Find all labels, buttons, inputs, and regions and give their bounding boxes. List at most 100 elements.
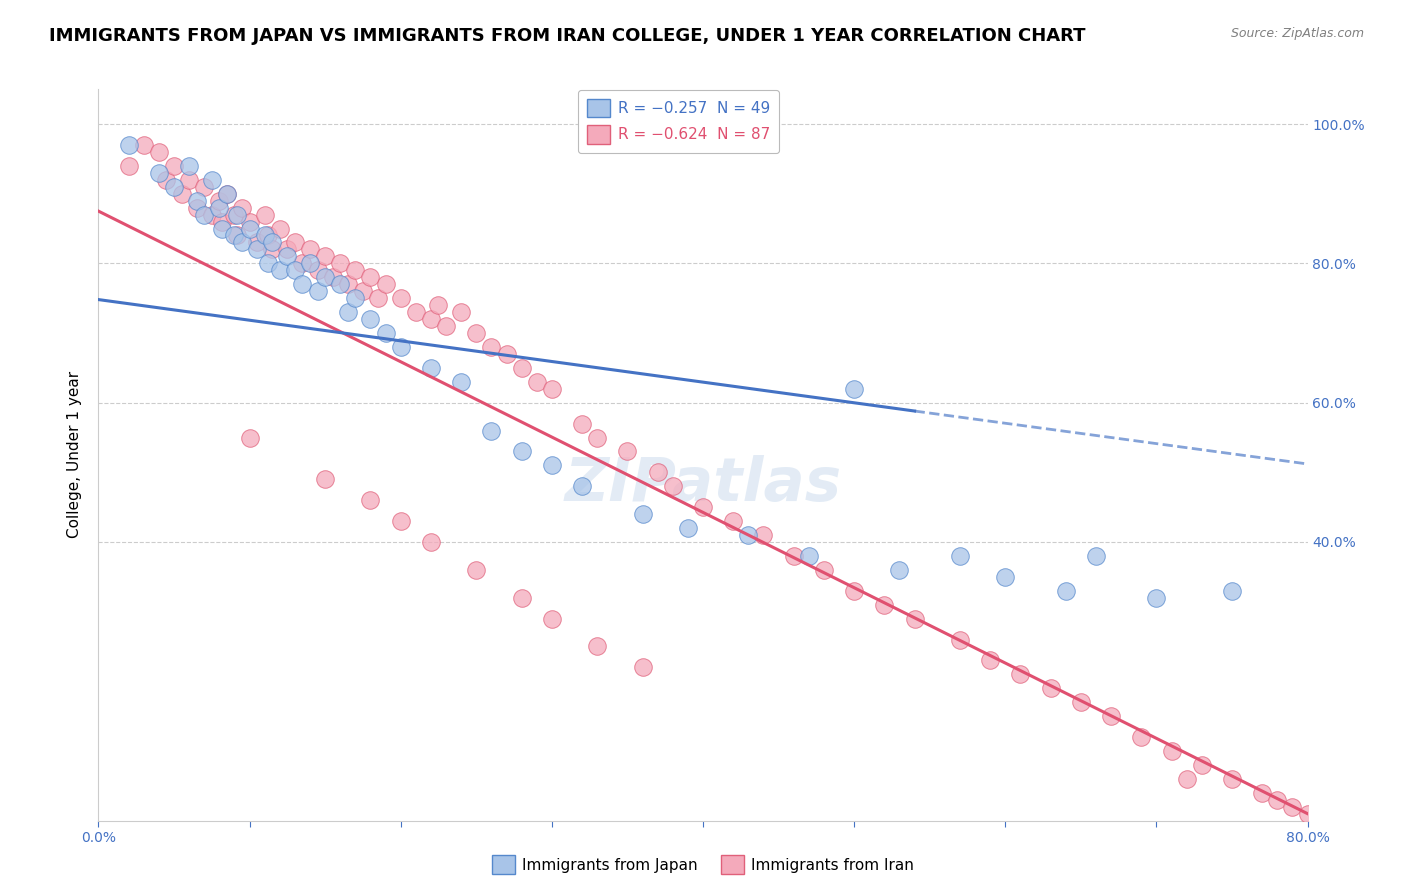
Point [344, 263, 367, 277]
Point [118, 137, 141, 152]
Point [262, 235, 284, 250]
Point [186, 201, 208, 215]
Point [1099, 709, 1122, 723]
Point [201, 208, 224, 222]
Point [179, 173, 201, 187]
Point [661, 479, 683, 493]
Point [540, 458, 562, 473]
Point [904, 612, 927, 626]
Point [540, 612, 562, 626]
Point [844, 382, 866, 396]
Point [269, 221, 291, 235]
Point [344, 291, 367, 305]
Point [526, 375, 548, 389]
Point [307, 284, 329, 298]
Point [211, 214, 233, 228]
Point [208, 194, 231, 208]
Point [1312, 806, 1334, 821]
Point [193, 179, 215, 194]
Point [329, 256, 352, 270]
Point [179, 159, 201, 173]
Point [783, 549, 806, 563]
Point [1010, 667, 1032, 681]
Point [813, 563, 835, 577]
Point [647, 466, 669, 480]
Point [420, 535, 443, 549]
Point [367, 291, 389, 305]
Point [231, 201, 253, 215]
Point [450, 305, 472, 319]
Point [186, 194, 208, 208]
Point [201, 173, 224, 187]
Point [224, 208, 246, 222]
Point [737, 528, 759, 542]
Point [329, 277, 352, 292]
Point [631, 660, 654, 674]
Point [510, 360, 533, 375]
Point [118, 159, 141, 173]
Point [374, 277, 396, 292]
Point [510, 444, 533, 458]
Point [215, 186, 238, 201]
Point [256, 256, 278, 270]
Point [1281, 799, 1303, 814]
Point [631, 507, 654, 521]
Point [276, 249, 298, 263]
Y-axis label: College, Under 1 year: College, Under 1 year [67, 371, 83, 539]
Point [1220, 772, 1243, 786]
Point [495, 347, 517, 361]
Point [1220, 583, 1243, 598]
Point [434, 319, 457, 334]
Text: IMMIGRANTS FROM JAPAN VS IMMIGRANTS FROM IRAN COLLEGE, UNDER 1 YEAR CORRELATION : IMMIGRANTS FROM JAPAN VS IMMIGRANTS FROM… [49, 27, 1085, 45]
Point [389, 514, 412, 528]
Point [276, 243, 298, 257]
Point [314, 472, 336, 486]
Point [148, 166, 170, 180]
Point [262, 243, 284, 257]
Point [170, 186, 193, 201]
Point [873, 598, 896, 612]
Text: Source: ZipAtlas.com: Source: ZipAtlas.com [1230, 27, 1364, 40]
Point [1130, 730, 1153, 744]
Point [284, 263, 307, 277]
Point [239, 221, 262, 235]
Point [586, 430, 609, 444]
Point [949, 632, 972, 647]
Point [215, 186, 238, 201]
Point [211, 221, 233, 235]
Point [420, 360, 443, 375]
Point [420, 312, 443, 326]
Point [1175, 772, 1198, 786]
Point [193, 208, 215, 222]
Point [1039, 681, 1062, 696]
Point [465, 326, 488, 340]
Point [465, 563, 488, 577]
Text: ZIPatlas: ZIPatlas [564, 455, 842, 514]
Point [752, 528, 775, 542]
Point [797, 549, 820, 563]
Point [224, 228, 246, 243]
Point [571, 479, 593, 493]
Point [246, 243, 269, 257]
Legend: R = −0.257  N = 49, R = −0.624  N = 87: R = −0.257 N = 49, R = −0.624 N = 87 [578, 89, 779, 153]
Point [208, 201, 231, 215]
Point [1191, 758, 1213, 772]
Point [148, 145, 170, 159]
Point [374, 326, 396, 340]
Point [389, 340, 412, 354]
Point [586, 640, 609, 654]
Point [336, 277, 359, 292]
Point [163, 179, 186, 194]
Point [299, 256, 322, 270]
Point [314, 249, 336, 263]
Point [949, 549, 972, 563]
Point [1144, 591, 1167, 605]
Point [239, 430, 262, 444]
Legend: Immigrants from Japan, Immigrants from Iran: Immigrants from Japan, Immigrants from I… [485, 849, 921, 880]
Point [284, 235, 307, 250]
Point [307, 263, 329, 277]
Point [360, 270, 382, 285]
Point [291, 256, 314, 270]
Point [979, 653, 1001, 667]
Point [1267, 793, 1289, 807]
